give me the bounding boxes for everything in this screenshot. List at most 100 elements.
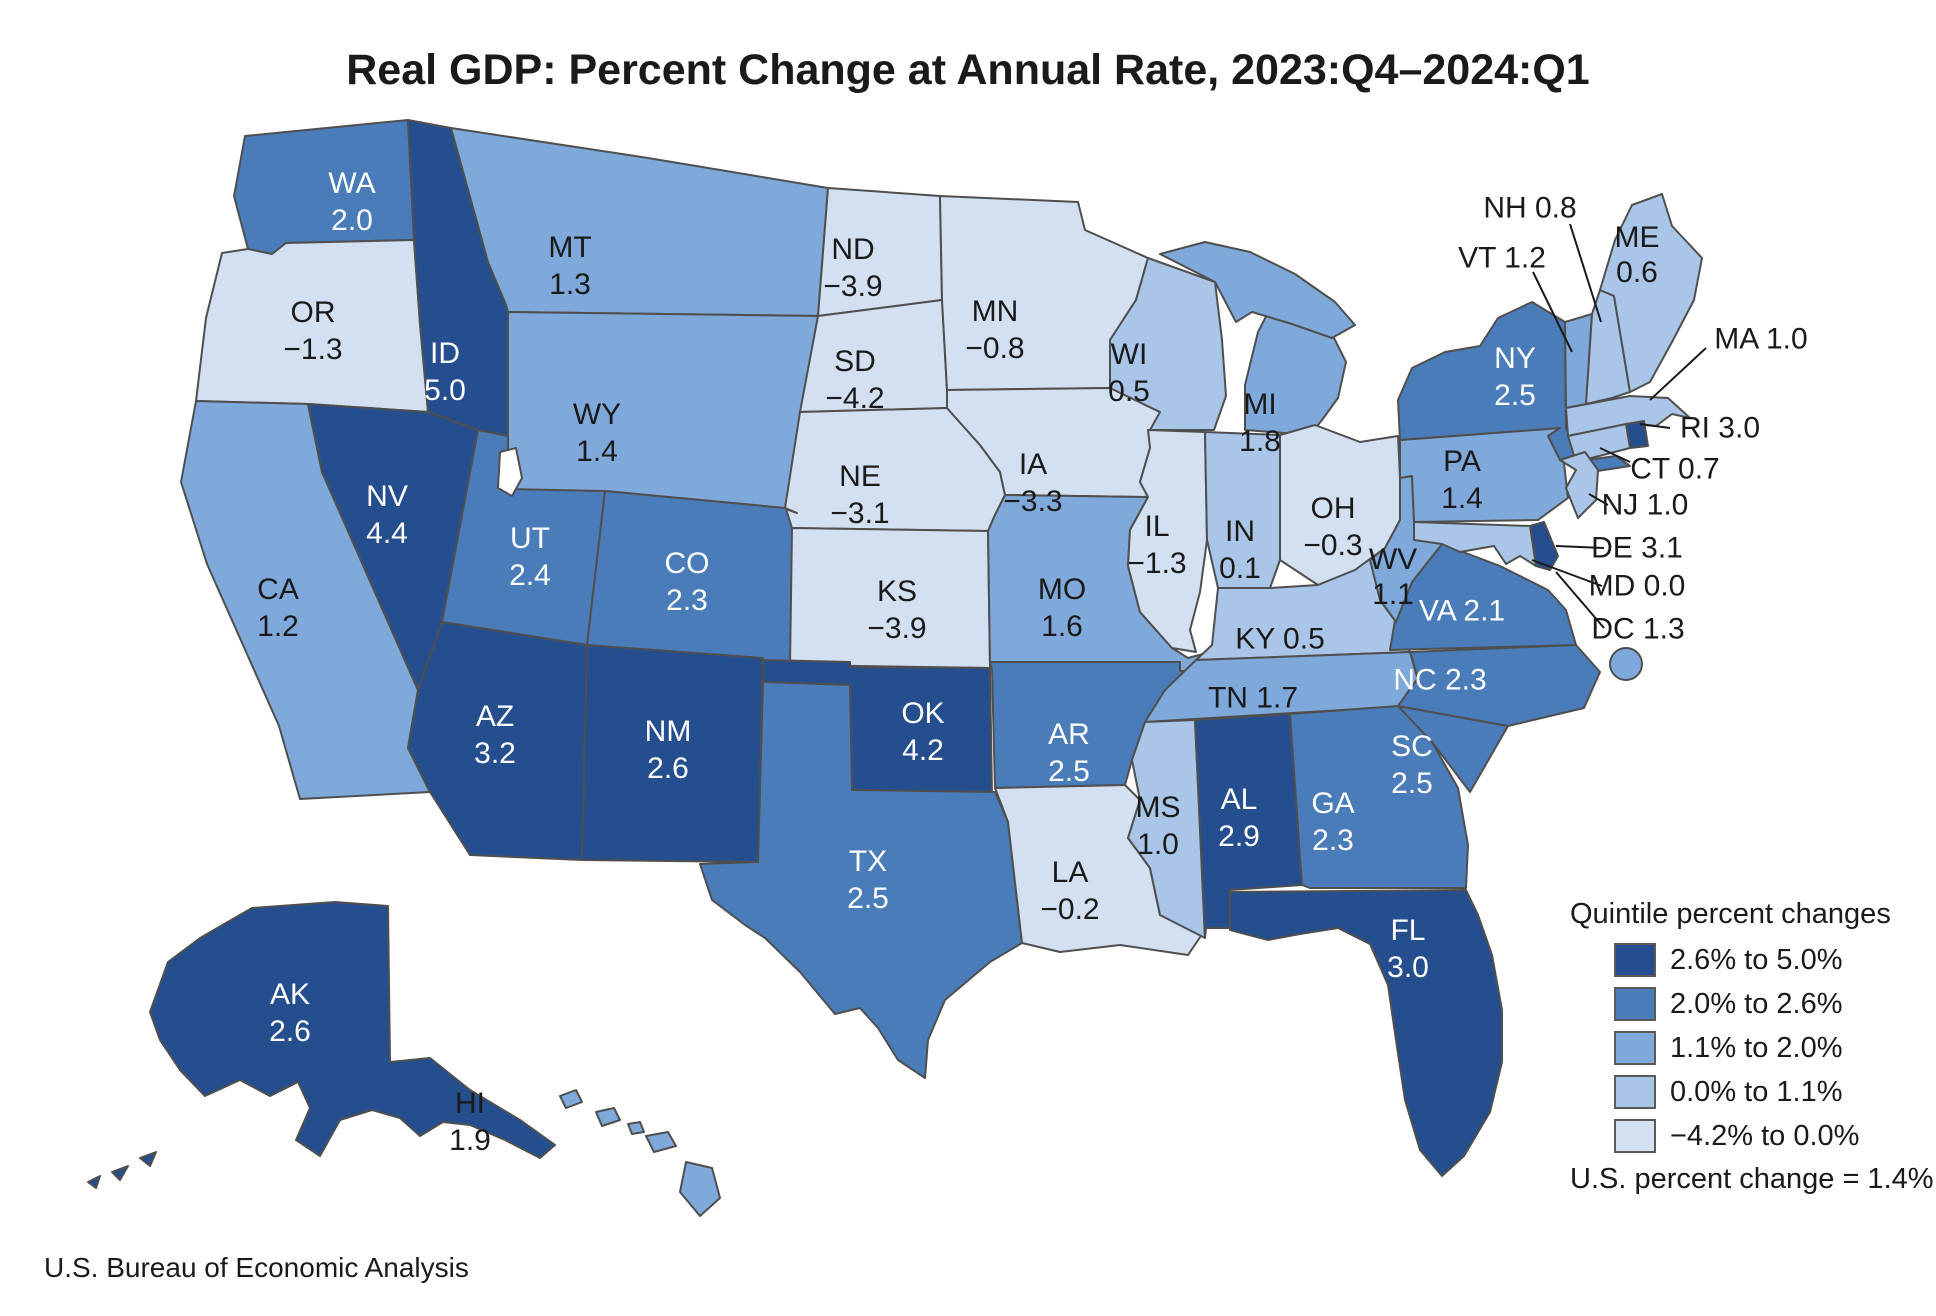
state-label-KY: KY 0.5 xyxy=(1235,623,1325,656)
states-layer xyxy=(87,119,1703,1217)
state-label-NM: NM 2.6 xyxy=(645,715,692,785)
state-label-MA: MA 1.0 xyxy=(1714,323,1807,356)
legend-label: −4.2% to 0.0% xyxy=(1670,1119,1860,1152)
state-DC-marker xyxy=(1609,647,1643,681)
state-label-ID: ID 5.0 xyxy=(424,337,466,407)
legend-row: 0.0% to 1.1% xyxy=(1570,1075,1930,1109)
state-label-RI: RI 3.0 xyxy=(1680,412,1760,445)
state-label-LA: LA −0.2 xyxy=(1040,856,1099,926)
state-label-IN: IN 0.1 xyxy=(1219,515,1261,585)
source-attribution: U.S. Bureau of Economic Analysis xyxy=(44,1252,469,1283)
state-label-OR: OR −1.3 xyxy=(283,296,342,366)
state-AK xyxy=(149,901,556,1159)
state-label-HI: HI 1.9 xyxy=(449,1087,491,1157)
state-label-DC: DC 1.3 xyxy=(1591,613,1684,646)
state-label-AK: AK 2.6 xyxy=(269,978,311,1048)
legend-row: 2.6% to 5.0% xyxy=(1570,943,1930,977)
state-NY xyxy=(1397,301,1586,461)
state-label-NJ: NJ 1.0 xyxy=(1602,489,1689,522)
state-HI xyxy=(645,1131,677,1153)
state-label-WY: WY 1.4 xyxy=(573,398,621,468)
state-label-ND: ND −3.9 xyxy=(823,233,882,303)
legend-row: 1.1% to 2.0% xyxy=(1570,1031,1930,1065)
state-label-CO: CO 2.3 xyxy=(665,547,710,617)
callout-line-VT xyxy=(1532,271,1573,353)
legend-swatch-quintile-4 xyxy=(1614,1075,1656,1109)
state-ME xyxy=(1599,193,1703,393)
state-label-SC: SC 2.5 xyxy=(1391,730,1433,800)
legend-label: 2.6% to 5.0% xyxy=(1670,943,1843,976)
state-label-DE: DE 3.1 xyxy=(1591,532,1683,565)
state-label-VT: VT 1.2 xyxy=(1458,242,1546,275)
state-label-MI: MI 1.8 xyxy=(1239,388,1281,458)
state-label-OH: OH −0.3 xyxy=(1303,492,1362,562)
state-label-MO: MO 1.6 xyxy=(1038,573,1086,643)
callout-line-MD xyxy=(1531,559,1603,587)
legend-swatch-quintile-2 xyxy=(1614,987,1656,1021)
state-HI xyxy=(595,1107,621,1127)
state-label-AL: AL 2.9 xyxy=(1218,783,1260,853)
state-label-CT: CT 0.7 xyxy=(1630,453,1720,486)
state-label-MS: MS 1.0 xyxy=(1136,791,1181,861)
state-label-FL: FL 3.0 xyxy=(1387,914,1429,984)
state-MT xyxy=(450,127,829,317)
state-NC xyxy=(1397,644,1601,727)
state-label-WA: WA 2.0 xyxy=(328,167,375,237)
state-label-IL: IL −1.3 xyxy=(1127,510,1186,580)
legend-label: 2.0% to 2.6% xyxy=(1670,987,1843,1020)
callout-line-CT xyxy=(1599,447,1631,463)
state-HI xyxy=(679,1161,721,1217)
state-label-SD: SD −4.2 xyxy=(825,345,884,415)
state-HI xyxy=(559,1089,583,1109)
state-label-ME: ME 0.6 xyxy=(1615,221,1660,289)
legend-swatch-quintile-1 xyxy=(1614,943,1656,977)
state-label-OK: OK 4.2 xyxy=(901,697,944,767)
great-salt-lake xyxy=(497,447,523,497)
state-MD xyxy=(1413,521,1537,567)
state-label-CA: CA 1.2 xyxy=(257,573,299,643)
state-label-AZ: AZ 3.2 xyxy=(474,700,516,770)
state-label-TX: TX 2.5 xyxy=(847,845,889,915)
state-AK xyxy=(139,1151,157,1167)
legend-row: 2.0% to 2.6% xyxy=(1570,987,1930,1021)
callout-line-NJ xyxy=(1588,493,1609,506)
state-label-NC: NC 2.3 xyxy=(1393,664,1486,697)
legend-swatch-quintile-3 xyxy=(1614,1031,1656,1065)
callout-line-RI xyxy=(1639,423,1671,429)
state-label-NE: NE −3.1 xyxy=(830,460,889,530)
state-label-NH: NH 0.8 xyxy=(1483,192,1576,225)
state-label-NY: NY 2.5 xyxy=(1494,342,1536,412)
state-WA xyxy=(233,119,415,255)
legend-swatch-quintile-5 xyxy=(1614,1119,1656,1153)
state-AK xyxy=(87,1175,101,1189)
state-HI xyxy=(627,1121,645,1135)
state-label-WI: WI 0.5 xyxy=(1108,338,1150,408)
state-label-MT: MT 1.3 xyxy=(548,231,591,301)
state-label-PA: PA 1.4 xyxy=(1441,445,1483,515)
state-MI xyxy=(1159,241,1356,339)
chart-title: Real GDP: Percent Change at Annual Rate,… xyxy=(346,46,1590,94)
labels-layer: WA 2.0 OR −1.3 CA 1.2 ID 5.0 NV 4.4 UT 2.4 AZ 3.2 MT 1.… xyxy=(257,167,1808,1157)
state-AK xyxy=(111,1165,129,1181)
state-WY xyxy=(507,311,819,509)
state-PA xyxy=(1399,427,1569,523)
callout-lines-layer xyxy=(1531,223,1707,629)
state-label-NV: NV 4.4 xyxy=(366,480,408,550)
state-label-UT: UT 2.4 xyxy=(509,522,551,592)
state-label-VA: VA 2.1 xyxy=(1419,595,1505,628)
callout-line-MA xyxy=(1649,347,1707,401)
state-IL xyxy=(1127,429,1208,653)
state-label-IA: IA −3.3 xyxy=(1003,448,1062,518)
callout-line-NH xyxy=(1569,223,1602,323)
callout-line-DC xyxy=(1555,571,1605,629)
legend-label: 0.0% to 1.1% xyxy=(1670,1075,1843,1108)
state-FL xyxy=(1229,889,1503,1177)
legend-title: Quintile percent changes xyxy=(1570,898,1891,930)
state-label-TN: TN 1.7 xyxy=(1208,682,1298,715)
legend: Quintile percent changes 2.6% to 5.0% 2.… xyxy=(1570,898,1934,1196)
state-label-WV: WV 1.1 xyxy=(1369,543,1417,611)
state-label-KS: KS −3.9 xyxy=(867,575,926,645)
state-label-MN: MN −0.8 xyxy=(965,295,1024,365)
